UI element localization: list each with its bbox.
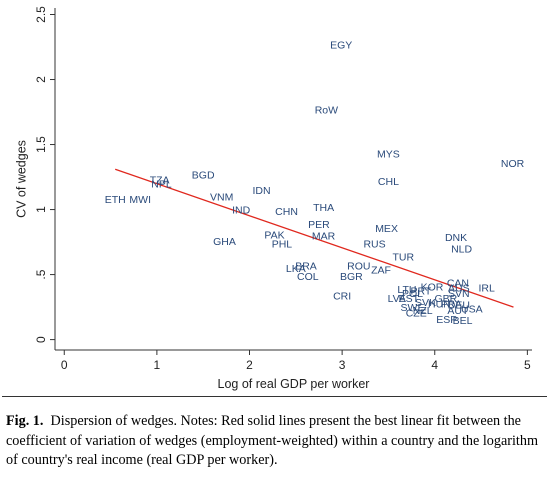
axes — [54, 8, 532, 351]
point-label-idn: IDN — [252, 185, 270, 197]
point-label-bgr: BGR — [340, 271, 363, 283]
x-tick-label: 0 — [61, 358, 68, 372]
point-label-mex: MEX — [375, 223, 398, 235]
point-label-phl: PHL — [272, 238, 293, 250]
y-tick-label: 1 — [34, 206, 48, 213]
x-tick-label: 5 — [524, 358, 531, 372]
y-tick-label: 2.5 — [34, 6, 48, 23]
point-label-rus: RUS — [363, 238, 385, 250]
ticks: 0 1 2 3 4 5 0 .5 1 1.5 2 2.5 — [34, 6, 531, 372]
caption-text: Dispersion of wedges. Notes: Red solid l… — [6, 413, 538, 468]
point-label-deu: DEU — [448, 300, 470, 312]
caption-divider — [2, 396, 547, 397]
point-label-nld: NLD — [451, 244, 472, 256]
point-label-rou: ROU — [347, 261, 370, 273]
point-label-bgd: BGD — [192, 170, 215, 182]
point-label-mar: MAR — [312, 231, 336, 243]
point-label-chn: CHN — [275, 206, 298, 218]
point-label-chl: CHL — [378, 176, 399, 188]
point-label-aut: AUT — [447, 305, 469, 317]
figure-caption: Fig. 1. Dispersion of wedges. Notes: Red… — [6, 412, 544, 471]
point-label-row: RoW — [315, 105, 338, 117]
point-label-mwi: MWI — [129, 194, 151, 206]
y-axis-label: CV of wedges — [14, 140, 28, 218]
point-label-hun: HUN — [428, 298, 451, 310]
point-label-gbr: GBR — [434, 293, 457, 305]
point-label-pak: PAK — [264, 229, 284, 241]
point-label-fra: FRA — [441, 298, 462, 310]
point-label-ltu: LTU — [397, 284, 416, 296]
point-label-irl: IRL — [478, 283, 495, 295]
point-label-cri: CRI — [333, 290, 351, 302]
point-label-swe: SWE — [401, 302, 425, 314]
caption-block: Fig. 1. Dispersion of wedges. Notes: Red… — [0, 396, 549, 468]
figure-label: Fig. 1. — [6, 413, 44, 429]
point-label-npl: NPL — [151, 179, 172, 191]
point-label-svk: SVK — [415, 297, 436, 309]
point-label-prt: PRT — [410, 285, 431, 297]
point-label-nor: NOR — [501, 158, 525, 170]
point-label-vnm: VNM — [210, 192, 233, 204]
point-label-lva: LVA — [388, 293, 406, 305]
y-tick-label: .5 — [34, 269, 48, 279]
fit-line-group — [114, 168, 514, 308]
point-label-kor: KOR — [421, 281, 444, 293]
y-tick-label: 1.5 — [34, 136, 48, 153]
point-label-dnk: DNK — [445, 232, 467, 244]
point-label-egy: EGY — [330, 39, 352, 51]
point-label-eth: ETH — [105, 194, 126, 206]
point-label-aus: AUS — [448, 283, 470, 295]
point-label-pol: POL — [402, 288, 423, 300]
point-label-bel: BEL — [453, 315, 473, 327]
y-tick-label: 0 — [34, 336, 48, 343]
point-label-svn: SVN — [448, 288, 470, 300]
point-label-cze: CZE — [406, 307, 427, 319]
point-label-gha: GHA — [213, 236, 236, 248]
point-label-nzl: NZL — [413, 305, 433, 317]
point-label-ind: IND — [232, 205, 251, 217]
point-label-esp: ESP — [436, 314, 457, 326]
point-label-col: COL — [297, 271, 319, 283]
x-tick-label: 2 — [246, 358, 253, 372]
point-label-can: CAN — [447, 277, 469, 289]
x-tick-label: 1 — [154, 358, 161, 372]
point-label-lka: LKA — [286, 263, 306, 275]
fit-line — [114, 168, 514, 308]
point-label-tur: TUR — [392, 251, 414, 263]
point-label-bra: BRA — [295, 261, 317, 273]
chart: 0 1 2 3 4 50.511.522.5 EGYRoWMYSNORCHLBGDTZAN… — [14, 6, 532, 391]
point-label-tza: TZA — [150, 175, 170, 187]
point-label-est: EST — [399, 293, 420, 305]
point-label-tha: THA — [313, 202, 334, 214]
x-tick-label: 3 — [339, 358, 346, 372]
point-label-mys: MYS — [377, 149, 400, 161]
x-axis-label: Log of real GDP per worker — [218, 377, 370, 391]
point-label-usa: USA — [461, 303, 483, 315]
point-label-zaf: ZAF — [371, 264, 391, 276]
x-tick-label: 4 — [431, 358, 438, 372]
point-label-per: PER — [308, 219, 330, 231]
y-tick-label: 2 — [34, 76, 48, 83]
